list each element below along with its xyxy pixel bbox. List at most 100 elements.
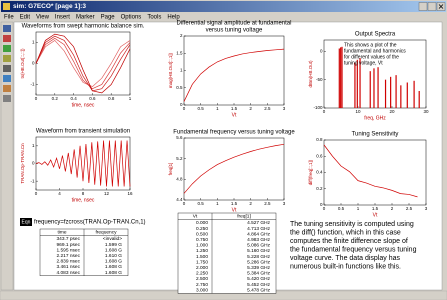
note-line: voltage curve. The data display has (290, 255, 400, 262)
table-cell: 5.478 GHz (247, 287, 271, 293)
x-tick-label: 3 (425, 206, 428, 211)
series-line (35, 35, 131, 92)
table-cell: 5.420 GHz (247, 276, 271, 282)
table-cell: 1.608 G (105, 247, 122, 253)
equation-badge (20, 218, 32, 226)
x-tick-label: 16 (127, 191, 133, 196)
table-cell: 343.7 psec (57, 236, 81, 242)
x-tick-label: 8 (82, 191, 85, 196)
x-tick-label: 4 (58, 191, 61, 196)
tool-button[interactable] (3, 95, 11, 102)
x-tick-label: 2.5 (406, 206, 413, 211)
tool-button[interactable] (3, 65, 11, 72)
y-tick-label: -1 (30, 82, 34, 87)
menu-item[interactable]: Edit (20, 15, 31, 21)
table-cell: 4.083 nsec (57, 270, 81, 276)
y-tick-label: 1 (180, 68, 183, 73)
table-cell: 1.250 (196, 248, 208, 254)
table-frame (177, 212, 277, 294)
tool-button[interactable] (3, 75, 11, 82)
toolbar-panel (0, 21, 14, 291)
tool-button[interactable] (3, 45, 11, 52)
table-cell: 1.000 (196, 243, 208, 249)
equation-label: Eqn (22, 219, 31, 225)
table-cell: 1.608 G (105, 270, 122, 276)
menu-item[interactable]: View (36, 15, 50, 21)
y-tick-label: 0 (32, 161, 35, 166)
note-line: computes the finite difference slope of (290, 238, 408, 245)
y-tick-label: -50 (316, 77, 323, 82)
equation-text: frequency=fzcross(TRAN.Op-TRAN.Cn,1) (34, 220, 146, 226)
y-axis-label: diff(freq[::,1]) (308, 159, 313, 185)
x-tick-label: 2.5 (264, 106, 271, 111)
x-tick-label: 1.5 (231, 106, 238, 111)
title-bar (1, 1, 446, 12)
menu-item[interactable]: Options (121, 15, 142, 21)
table-cell: 1.608 G (105, 264, 122, 270)
x-tick-label: 1 (357, 206, 360, 211)
x-axis-label: Vt (373, 212, 378, 218)
table-header: freq[1] (237, 214, 251, 220)
table-cell: 5.384 GHz (247, 271, 271, 277)
x-axis-label: freq, GHz (364, 115, 386, 121)
series-line (35, 39, 131, 88)
tool-button[interactable] (3, 55, 11, 62)
x-tick-label: 0 (183, 106, 186, 111)
table-cell: 1.595 nsec (57, 247, 81, 253)
y-tick-label: 0.5 (176, 85, 183, 90)
y-tick-label: 0 (180, 102, 183, 107)
y-tick-label: 1.5 (176, 50, 183, 55)
menu-item[interactable]: Tools (147, 15, 161, 21)
menu-item[interactable]: Insert (55, 15, 70, 21)
x-tick-label: 0 (35, 96, 38, 101)
table-cell: 3.461 nsec (57, 264, 81, 270)
x-tick-label: 12 (104, 191, 110, 196)
tool-button[interactable] (3, 85, 11, 92)
annotation: fundamental and harmonics (344, 48, 406, 54)
table-cell: 1.599 G (105, 242, 122, 248)
close-glyph (438, 4, 444, 9)
y-tick-label: 4.8 (176, 177, 183, 182)
table-cell: 5.286 GHz (247, 259, 271, 265)
y-tick-label: -1 (30, 178, 34, 183)
x-tick-label: 1 (216, 201, 219, 206)
app-icon (3, 3, 10, 10)
minimize-button[interactable] (418, 2, 428, 11)
table-cell: 2.250 (196, 271, 208, 277)
table-cell: 5.452 GHz (247, 282, 271, 288)
menu-item[interactable]: File (4, 15, 14, 21)
table-header: Vt (193, 214, 198, 220)
series-line (323, 144, 418, 198)
x-tick-label: 1.5 (231, 201, 238, 206)
tool-button[interactable] (3, 35, 11, 42)
series-line (35, 140, 131, 187)
table-cell: 2.750 (196, 282, 208, 288)
y-tick-label: 0.2 (316, 186, 323, 191)
table-header: time (57, 230, 66, 236)
x-tick-label: 0.5 (198, 201, 205, 206)
y-tick-label: 5.6 (176, 135, 183, 140)
tool-button[interactable] (3, 25, 11, 32)
x-tick-label: 2 (391, 206, 394, 211)
x-tick-label: 20 (389, 109, 395, 114)
menu-item[interactable]: Marker (76, 15, 95, 21)
y-tick-label: 2 (180, 33, 183, 38)
note-line: the diff() function, which in this case (290, 229, 401, 236)
x-tick-label: 0.4 (70, 96, 77, 101)
y-tick-label: 1 (32, 40, 35, 45)
x-tick-label: 0 (323, 109, 326, 114)
table-cell: 2.217 nsec (57, 253, 81, 259)
y-tick-label: 0 (320, 49, 323, 54)
menu-item[interactable]: Help (167, 15, 180, 21)
table-cell: 4.527 GHz (247, 220, 271, 226)
window-controls (418, 2, 446, 11)
menu-item[interactable]: Page (101, 15, 116, 21)
y-axis-label: TRAN.Op-TRAN.Cn (20, 143, 25, 184)
y-tick-label: 0.8 (316, 137, 323, 142)
x-tick-label: 10 (355, 109, 361, 114)
maximize-button[interactable] (427, 2, 437, 11)
table-cell: 0.000 (196, 220, 208, 226)
table-cell: 0.250 (196, 226, 208, 232)
content: Waveforms from swept harmonic balance si… (20, 21, 429, 294)
table-cell: <invalid> (103, 236, 122, 242)
